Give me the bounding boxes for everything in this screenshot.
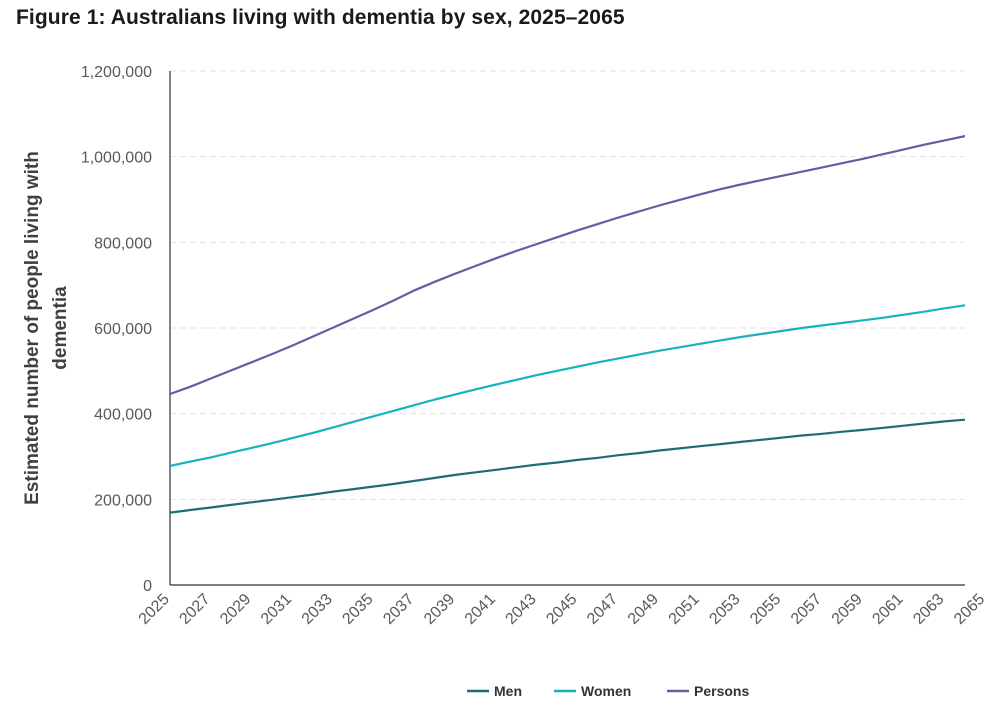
series-line-men	[170, 418, 965, 514]
x-tick-label: 2035	[339, 591, 376, 628]
x-tick-label: 2027	[176, 591, 213, 628]
y-tick-label: 0	[143, 578, 152, 595]
y-tick-label: 1,000,000	[81, 150, 152, 167]
x-tick-label: 2053	[706, 591, 743, 628]
y-axis-label: Estimated number of people living with de…	[22, 151, 71, 505]
x-tick-label: 2031	[258, 591, 295, 628]
y-tick-label: 600,000	[94, 321, 152, 338]
x-tick-label: 2033	[299, 591, 336, 628]
x-tick-label: 2041	[462, 591, 499, 628]
x-tick-label: 2045	[543, 591, 580, 628]
x-tick-label: 2037	[380, 591, 417, 628]
axes	[169, 71, 965, 586]
legend-label-men: Men	[494, 683, 522, 699]
x-tick-label: 2055	[747, 591, 784, 628]
y-axis-label-line: dementia	[50, 286, 71, 370]
x-tick-label: 2051	[666, 591, 703, 628]
legend: Men Women Persons	[467, 683, 749, 699]
x-tick-label: 2063	[910, 591, 947, 628]
page-title: Figure 1: Australians living with dement…	[16, 6, 625, 29]
x-tick-label: 2061	[869, 591, 906, 628]
x-tick-label: 2065	[951, 591, 988, 628]
x-axis-ticks: 2025 2027 2029 2031 2033 2035 2037 2039 2041 2043…	[136, 591, 989, 628]
x-tick-label: 2029	[217, 591, 254, 628]
series-lines	[170, 134, 965, 514]
y-tick-label: 800,000	[94, 235, 152, 252]
y-tick-label: 400,000	[94, 407, 152, 424]
y-tick-label: 1,200,000	[81, 64, 152, 81]
x-tick-label: 2039	[421, 591, 458, 628]
x-tick-label: 2043	[503, 591, 540, 628]
series-line-persons	[170, 134, 965, 396]
gridlines	[170, 70, 965, 500]
x-tick-label: 2049	[625, 591, 662, 628]
x-tick-label: 2025	[136, 591, 173, 628]
y-tick-label: 200,000	[94, 492, 152, 509]
x-tick-label: 2059	[829, 591, 866, 628]
series-line-women	[170, 304, 965, 467]
legend-label-persons: Persons	[694, 683, 749, 699]
legend-label-women: Women	[581, 683, 631, 699]
x-tick-label: 2047	[584, 591, 621, 628]
y-axis-ticks: 0 200,000 400,000 600,000 800,000 1,000,000 1,…	[81, 64, 152, 595]
x-tick-label: 2057	[788, 591, 825, 628]
y-axis-label-line: Estimated number of people living with	[22, 151, 43, 505]
